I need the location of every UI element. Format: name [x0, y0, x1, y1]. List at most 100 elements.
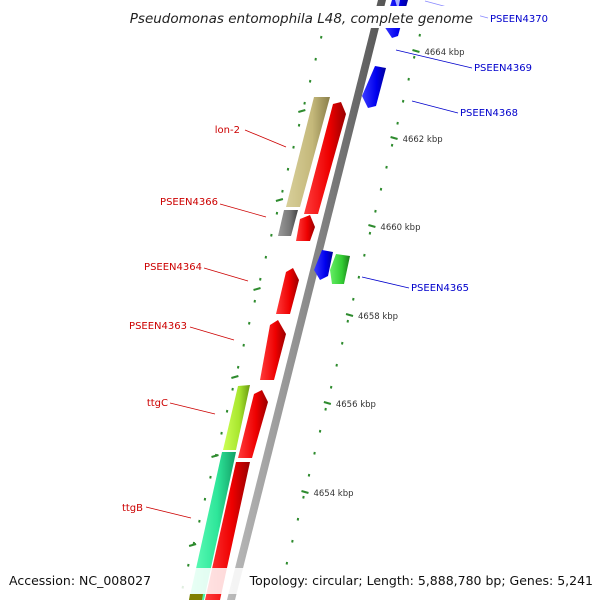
gene-label-PSEEN4365[interactable]: PSEEN4365 — [411, 283, 469, 294]
outer-track-left-dot — [270, 233, 273, 237]
gene-label-PSEEN4363[interactable]: PSEEN4363 — [129, 321, 187, 332]
gene-label-lon-2[interactable]: lon-2 — [215, 125, 240, 136]
gene-arrow-PSEEN4369[interactable] — [362, 66, 386, 108]
outer-track-right-dot — [412, 55, 416, 59]
ruler-tick-label: 4656 kbp — [336, 400, 376, 410]
backbone — [227, 0, 386, 600]
gene-arrow-olive[interactable] — [189, 594, 203, 600]
outer-track-left-dot — [314, 57, 317, 61]
outer-track-right-dot — [352, 297, 355, 301]
outer-track-left-dot — [242, 343, 245, 347]
outer-track-right-dot — [363, 253, 366, 257]
outer-track-right-dot — [302, 495, 305, 499]
outer-track-right-dot — [307, 473, 311, 477]
ruler-major-tick-left — [275, 198, 284, 202]
gene-label-ttgC[interactable]: ttgC — [147, 398, 168, 409]
gene-label-ttgB[interactable]: ttgB — [122, 503, 143, 514]
ruler-tick-label: 4664 kbp — [424, 48, 464, 58]
outer-track-right-dot — [390, 143, 394, 147]
gene-arrow-PSEEN4365-blue[interactable] — [314, 250, 333, 280]
outer-track-right-dot — [385, 165, 388, 169]
forward-strand-genes — [189, 97, 346, 600]
outer-track-left-dot — [225, 409, 229, 413]
outer-track-right-dot — [324, 407, 327, 411]
gene-arrow-PSEEN4366[interactable] — [278, 210, 298, 236]
outer-track-right-dot — [335, 363, 338, 367]
gene-label-PSEEN4364[interactable]: PSEEN4364 — [144, 262, 202, 273]
gene-arrow-ttgC[interactable] — [223, 385, 250, 450]
leader-PSEEN4363 — [189, 326, 235, 341]
ruler-major-tick — [368, 224, 376, 228]
outer-track-right-dot — [379, 187, 383, 191]
outer-track-left-dot — [236, 365, 240, 369]
outer-track-right-dot — [340, 341, 344, 345]
gene-labels-left: lon-2 PSEEN4366 PSEEN4364 PSEEN4363 ttgC… — [122, 125, 240, 514]
outer-track-left-dot — [297, 123, 301, 127]
gene-arrow-PSEEN4364[interactable] — [276, 268, 299, 314]
outer-track-left-dot — [253, 299, 256, 303]
outer-track-left-dot — [308, 79, 312, 83]
ruler-major-tick-left — [298, 109, 306, 113]
gene-labels-right: PSEEN4370 PSEEN4369 PSEEN4368 PSEEN4365 — [411, 14, 548, 294]
ruler-tick-label: 4660 kbp — [380, 223, 420, 233]
gene-arrow-PSEEN4370-edge[interactable] — [395, 0, 400, 10]
outer-track-right-dot — [407, 77, 410, 81]
outer-track-right-dot — [313, 451, 316, 455]
outer-track-left-dot — [286, 167, 290, 171]
outer-track-right-dot — [374, 209, 377, 213]
gene-arrow-PSEEN4363[interactable] — [260, 320, 286, 380]
outer-track-right-dot — [346, 319, 349, 323]
ruler-major-tick — [345, 313, 354, 317]
gene-arrow-red-2[interactable] — [296, 215, 315, 241]
outer-track-left-dot — [247, 321, 251, 325]
outer-track-left-dot — [203, 497, 207, 501]
gene-arrow-PSEEN4365[interactable] — [330, 254, 350, 284]
footer-background — [0, 568, 600, 594]
outer-track-left-dot — [264, 255, 268, 259]
gene-arrow-ttgB[interactable] — [189, 452, 236, 600]
gene-label-PSEEN4369[interactable]: PSEEN4369 — [474, 63, 532, 74]
ruler-major-tick — [323, 401, 332, 405]
outer-track-right-dot — [285, 561, 289, 565]
outer-track-left-dot — [187, 563, 190, 567]
ruler-major-tick — [301, 490, 309, 494]
ruler-major-tick — [390, 136, 398, 140]
outer-track-right-dot — [291, 539, 294, 543]
outer-track-right-dot — [401, 99, 405, 103]
outer-track-right-dot — [396, 121, 399, 125]
outer-track-left-dot — [303, 101, 306, 105]
backbone-band — [227, 0, 386, 600]
ruler-ticks: 4654 kbp 4656 kbp 4658 kbp 4660 kbp 4662 kbp… — [188, 48, 465, 547]
gene-arrow-red-4[interactable] — [205, 462, 250, 600]
ruler-major-tick-left — [231, 375, 239, 379]
outer-track-right-dot — [418, 33, 421, 37]
accession-text: Accession: NC_008027 — [9, 573, 151, 588]
leader-lines — [145, 0, 489, 519]
gene-arrow-lon-2[interactable] — [286, 97, 330, 207]
ruler-tick-label: 4658 kbp — [358, 312, 398, 322]
gene-arrow-red-3[interactable] — [238, 390, 268, 458]
leader-PSEEN4368 — [411, 100, 459, 114]
ruler-tracks — [181, 13, 421, 589]
outer-track-right-dot — [357, 275, 361, 279]
leader-PSEEN4364 — [203, 267, 249, 282]
gene-arrow-red-1[interactable] — [304, 102, 346, 214]
outer-track-left-dot — [281, 189, 284, 193]
gene-label-PSEEN4368[interactable]: PSEEN4368 — [460, 108, 518, 119]
ruler-major-tick-left — [253, 287, 261, 291]
outer-track-left-dot — [220, 431, 223, 435]
title-background — [118, 6, 480, 28]
leader-ttgC — [169, 402, 216, 415]
outer-track-left-dot — [292, 145, 295, 149]
gene-label-PSEEN4370[interactable]: PSEEN4370 — [490, 14, 548, 25]
outer-track-right-dot — [368, 231, 372, 235]
summary-text: Topology: circular; Length: 5,888,780 bp… — [249, 573, 593, 588]
outer-track-left-dot — [275, 211, 279, 215]
outer-track-left-dot — [259, 277, 262, 281]
outer-track-right-dot — [296, 517, 300, 521]
gene-label-PSEEN4366[interactable]: PSEEN4366 — [160, 197, 218, 208]
leader-PSEEN4366 — [219, 203, 267, 218]
ruler-major-tick-left — [188, 543, 197, 547]
outer-track-left-dot — [209, 475, 212, 479]
